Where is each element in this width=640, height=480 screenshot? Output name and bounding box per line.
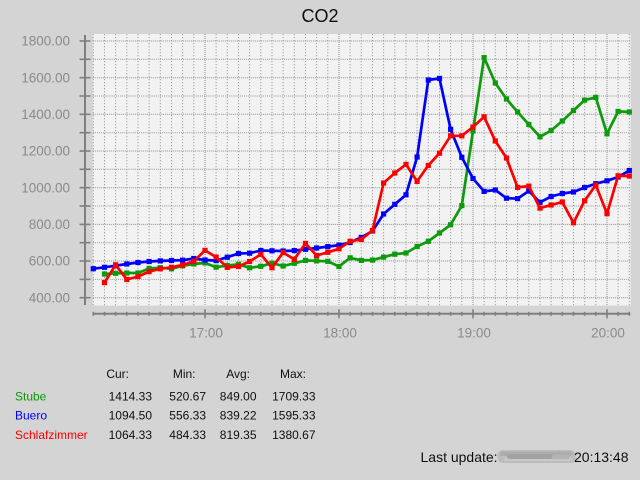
svg-text:18:00: 18:00 — [323, 325, 357, 340]
svg-text:Stube: Stube — [15, 389, 47, 403]
svg-text:1400.00: 1400.00 — [21, 107, 70, 122]
svg-text:20:13:48: 20:13:48 — [574, 449, 629, 465]
svg-text:849.00: 849.00 — [220, 389, 257, 403]
svg-text:1380.67: 1380.67 — [272, 428, 316, 442]
svg-text:Schlafzimmer: Schlafzimmer — [15, 428, 88, 442]
svg-text:1064.33: 1064.33 — [109, 428, 153, 442]
svg-text:556.33: 556.33 — [169, 409, 206, 423]
svg-text:Cur:: Cur: — [106, 367, 129, 381]
svg-text:600.00: 600.00 — [29, 254, 70, 269]
svg-text:1000.00: 1000.00 — [21, 180, 70, 195]
svg-text:1709.33: 1709.33 — [272, 389, 316, 403]
svg-text:839.22: 839.22 — [220, 409, 257, 423]
svg-text:1414.33: 1414.33 — [109, 389, 153, 403]
svg-text:1094.50: 1094.50 — [109, 409, 153, 423]
svg-text:1800.00: 1800.00 — [21, 34, 70, 49]
svg-text:819.35: 819.35 — [220, 428, 257, 442]
svg-text:1595.33: 1595.33 — [272, 409, 316, 423]
svg-text:CO2: CO2 — [301, 6, 338, 26]
svg-text:Buero: Buero — [15, 409, 47, 423]
svg-text:20:00: 20:00 — [591, 325, 625, 340]
svg-text:1600.00: 1600.00 — [21, 70, 70, 85]
svg-text:19:00: 19:00 — [457, 325, 491, 340]
svg-text:484.33: 484.33 — [169, 428, 206, 442]
svg-text:400.00: 400.00 — [29, 290, 70, 305]
svg-text:17:00: 17:00 — [189, 325, 223, 340]
svg-text:Avg:: Avg: — [226, 367, 250, 381]
svg-text:Max:: Max: — [280, 367, 306, 381]
svg-text:Min:: Min: — [173, 367, 196, 381]
svg-text:Last update:: Last update: — [421, 449, 498, 465]
svg-text:520.67: 520.67 — [169, 389, 206, 403]
svg-text:1200.00: 1200.00 — [21, 144, 70, 159]
svg-text:800.00: 800.00 — [29, 217, 70, 232]
